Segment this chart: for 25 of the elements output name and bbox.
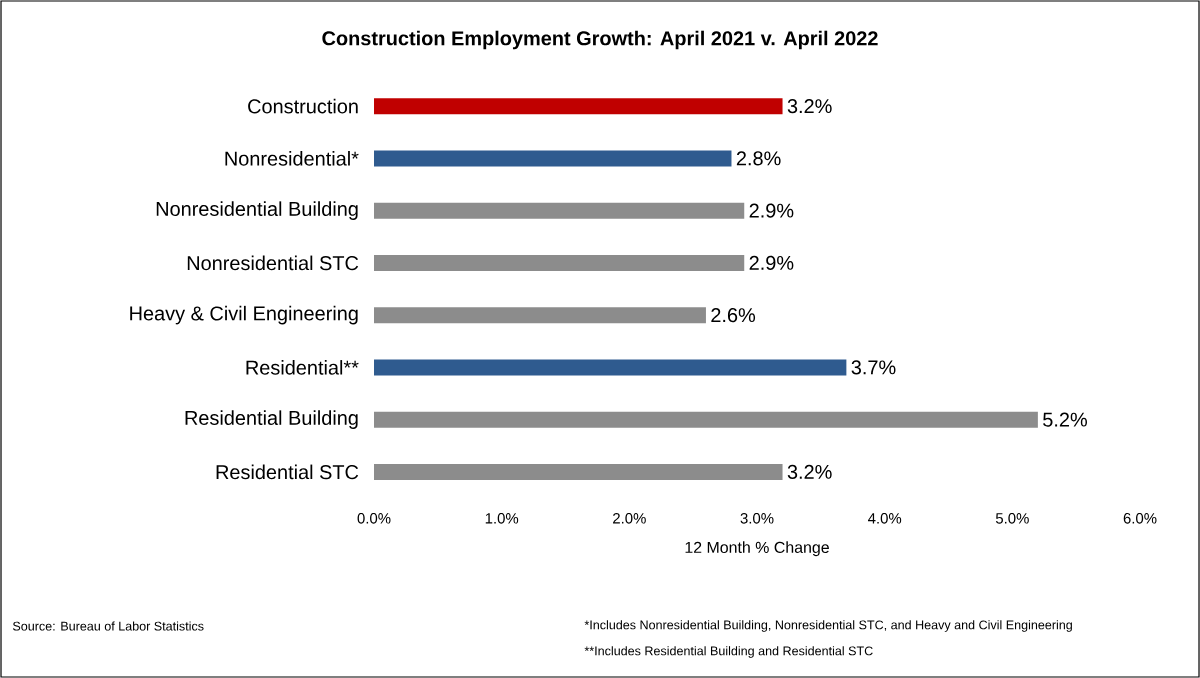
data-label: 5.2% xyxy=(1043,412,1087,427)
bar xyxy=(374,463,783,480)
y-tick-label: Nonresidential* xyxy=(225,151,359,166)
data-label: 2.6% xyxy=(711,308,756,323)
y-tick-label: Residential STC xyxy=(216,464,359,480)
y-tick-label: Nonresidential Building xyxy=(156,201,358,220)
chart-title: Construction Employment Growth: April 2021 v. April 2022 xyxy=(322,30,878,50)
y-tick-label: Residential Building xyxy=(185,410,358,429)
bar xyxy=(374,307,706,324)
data-label: 2.9% xyxy=(749,255,794,270)
data-label: 3.2% xyxy=(787,99,832,114)
data-label: 2.9% xyxy=(749,203,794,218)
bar xyxy=(374,150,732,167)
bar xyxy=(374,359,847,376)
bar xyxy=(374,254,745,271)
bar xyxy=(374,411,1038,428)
y-tick-label: Nonresidential STC xyxy=(187,255,359,271)
data-label: 3.2% xyxy=(787,464,832,479)
y-tick-label: Heavy & Civil Engineering xyxy=(130,305,358,325)
data-label: 3.7% xyxy=(851,360,896,375)
y-tick-label: Construction xyxy=(248,98,358,114)
bar xyxy=(374,202,745,219)
y-tick-label: Residential** xyxy=(246,360,359,375)
data-label: 2.8% xyxy=(736,151,781,166)
bar xyxy=(374,98,783,115)
